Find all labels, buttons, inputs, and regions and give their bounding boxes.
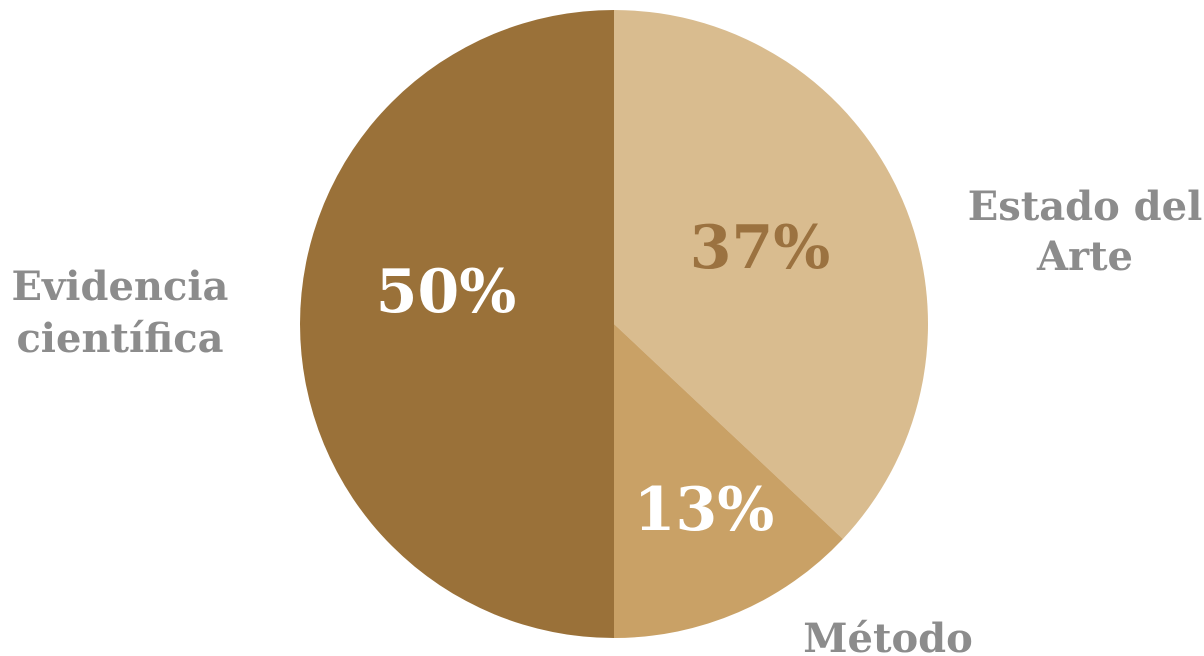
category-label-line: Estado del	[968, 183, 1203, 230]
pie-slice-método	[614, 324, 843, 638]
category-label-line: Evidencia	[12, 263, 229, 310]
slice-percentage-label: 13%	[634, 475, 775, 545]
category-label-line: científica	[16, 315, 223, 362]
pie-slice-evidencia-científica	[300, 10, 614, 638]
pie-slices	[300, 10, 928, 638]
category-labels: Estado del Arte Método Evidencia científica	[12, 183, 1203, 656]
percentage-labels: 37% 13% 50%	[376, 213, 831, 545]
slice-category-label: Estado del Arte	[968, 183, 1203, 280]
slice-category-label: Evidencia científica	[12, 263, 229, 362]
slice-category-label: Método	[803, 615, 973, 656]
pie-slice-estado-del-arte	[614, 10, 928, 539]
category-label-line: Método	[803, 615, 973, 656]
slice-percentage-label: 37%	[690, 213, 831, 283]
slice-percentage-label: 50%	[376, 257, 517, 327]
category-label-line: Arte	[1036, 233, 1133, 280]
